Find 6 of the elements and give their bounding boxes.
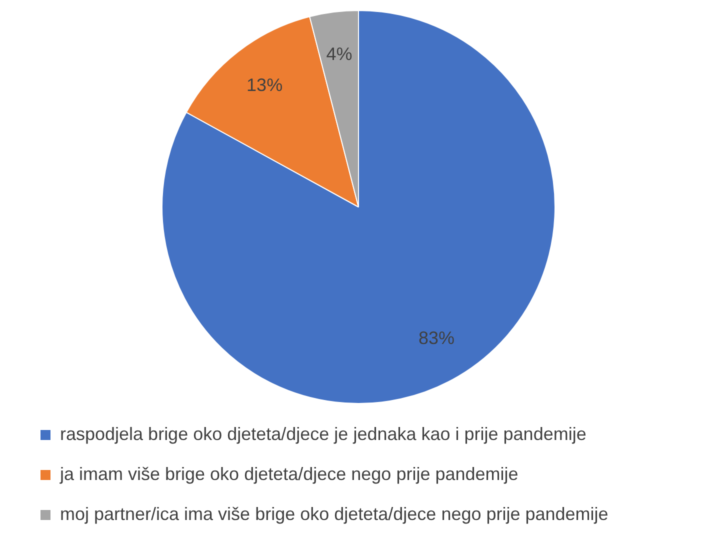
legend-label: moj partner/ica ima više brige oko djeteta/djece nego prije pandemije xyxy=(60,504,608,524)
legend-label: ja imam više brige oko djeteta/djece nego prije pandemije xyxy=(59,464,518,484)
data-label: 13% xyxy=(246,74,283,95)
data-label: 83% xyxy=(418,328,455,348)
data-label: 4% xyxy=(326,44,352,64)
legend-label: raspodjela brige oko djeteta/djece je jednaka kao i prije pandemije xyxy=(60,424,586,444)
